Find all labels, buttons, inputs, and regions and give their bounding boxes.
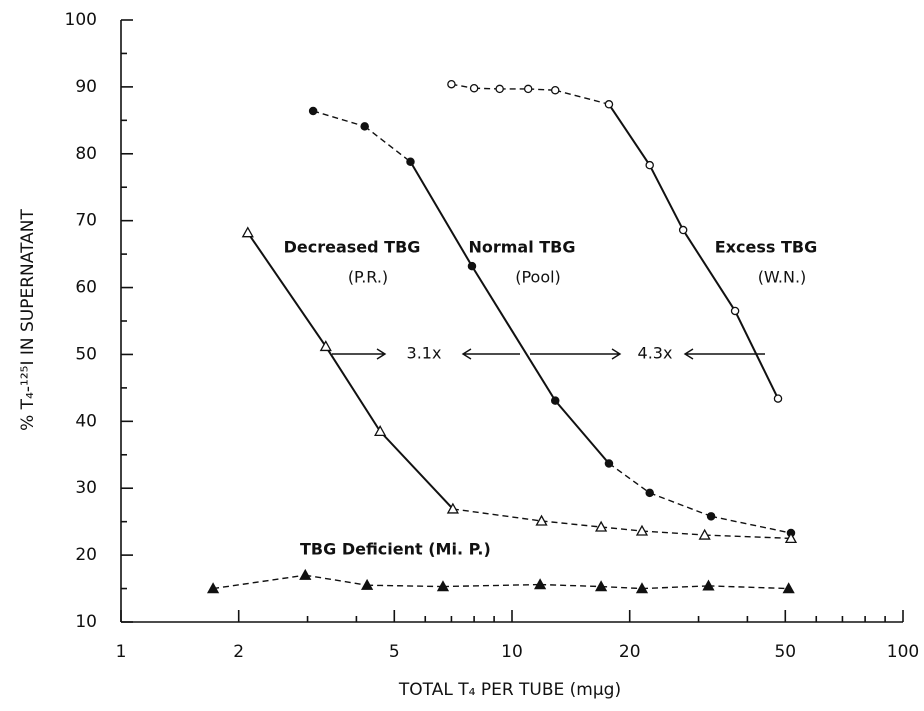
data-point bbox=[594, 520, 608, 532]
data-point bbox=[467, 261, 477, 271]
curve-segment bbox=[682, 229, 736, 312]
y-tick-label: 50 bbox=[75, 344, 97, 364]
curve-segment bbox=[734, 310, 779, 400]
y-tick-label: 90 bbox=[75, 77, 97, 97]
curve-segment bbox=[367, 584, 443, 588]
data-point bbox=[635, 582, 649, 594]
data-point bbox=[645, 488, 654, 498]
data-point bbox=[360, 122, 369, 131]
curve-segment bbox=[608, 103, 651, 166]
curve-segment bbox=[648, 164, 685, 231]
data-point bbox=[678, 225, 688, 235]
data-point bbox=[604, 100, 614, 109]
data-point bbox=[534, 578, 547, 590]
y-tick-label: 100 bbox=[65, 10, 97, 30]
data-point bbox=[535, 514, 548, 526]
data-point bbox=[299, 568, 312, 580]
data-point bbox=[706, 512, 716, 521]
series-label: TBG Deficient (Mi. P.) bbox=[300, 540, 491, 559]
x-axis-label: TOTAL T₄ PER TUBE (mμg) bbox=[398, 680, 621, 700]
data-point bbox=[436, 580, 450, 592]
data-point bbox=[374, 425, 387, 437]
data-point bbox=[495, 84, 504, 94]
curve-segment bbox=[601, 585, 643, 590]
curve-segment bbox=[541, 520, 602, 528]
curve-segment bbox=[649, 492, 712, 517]
data-point bbox=[645, 160, 654, 170]
x-tick-label: 5 bbox=[389, 642, 400, 662]
x-tick-label: 2 bbox=[233, 642, 244, 662]
annotation: 4.3x bbox=[638, 344, 673, 363]
y-tick-label: 20 bbox=[75, 545, 97, 565]
curve-segment bbox=[554, 399, 610, 465]
curve-segment bbox=[324, 345, 381, 432]
data-point bbox=[594, 580, 608, 592]
curve-segment bbox=[474, 87, 500, 90]
curve-segment bbox=[708, 585, 789, 590]
curve-segment bbox=[212, 574, 306, 590]
y-tick-label: 70 bbox=[75, 211, 97, 231]
series-label: Normal TBG bbox=[468, 238, 575, 257]
data-point bbox=[360, 578, 374, 590]
series-note: (P.R.) bbox=[348, 268, 388, 287]
curve-segment bbox=[641, 585, 709, 590]
x-tick-label: 100 bbox=[887, 642, 919, 662]
curve-segment bbox=[710, 515, 792, 534]
series-note: (Pool) bbox=[515, 268, 561, 287]
data-point bbox=[782, 582, 795, 594]
data-point bbox=[241, 226, 254, 238]
curve-segment bbox=[246, 232, 327, 347]
series-label: Decreased TBG bbox=[284, 238, 421, 257]
curve-segment bbox=[641, 530, 705, 536]
curve-segment bbox=[540, 583, 602, 588]
data-point bbox=[784, 532, 798, 544]
data-point bbox=[698, 528, 711, 540]
data-point bbox=[730, 306, 740, 316]
data-point bbox=[550, 396, 560, 405]
curve-segment bbox=[555, 89, 610, 105]
curve-segment bbox=[471, 265, 557, 402]
data-point bbox=[702, 579, 715, 591]
data-point bbox=[550, 85, 560, 95]
y-tick-label: 80 bbox=[75, 144, 97, 164]
curve-segment bbox=[452, 508, 542, 522]
y-axis-label: % T₄-¹²⁵I IN SUPERNATANT bbox=[18, 209, 38, 431]
x-tick-label: 10 bbox=[501, 642, 523, 662]
data-point bbox=[523, 84, 533, 94]
curve-segment bbox=[608, 462, 651, 494]
series-note: (W.N.) bbox=[758, 268, 807, 287]
curve-segment bbox=[364, 125, 411, 163]
data-point bbox=[635, 524, 649, 536]
data-point bbox=[308, 106, 318, 116]
curve-segment bbox=[442, 583, 541, 588]
y-tick-label: 10 bbox=[75, 612, 97, 632]
data-point bbox=[206, 582, 220, 594]
data-point bbox=[447, 79, 456, 89]
data-point bbox=[773, 394, 783, 403]
curve-segment bbox=[601, 526, 643, 532]
x-tick-label: 20 bbox=[619, 642, 641, 662]
data-point bbox=[319, 340, 332, 352]
y-tick-label: 30 bbox=[75, 478, 97, 498]
curve-segment bbox=[379, 430, 454, 510]
annotation: 3.1x bbox=[407, 344, 442, 363]
x-tick-label: 50 bbox=[774, 642, 796, 662]
x-tick-label: 1 bbox=[116, 642, 127, 662]
series-label: Excess TBG bbox=[715, 238, 817, 257]
arrows bbox=[332, 348, 765, 360]
curve-segment bbox=[409, 161, 473, 267]
y-tick-label: 40 bbox=[75, 411, 97, 431]
data-point bbox=[469, 83, 479, 93]
data-point bbox=[406, 157, 415, 167]
curve-segment bbox=[528, 88, 556, 91]
data-point bbox=[604, 459, 614, 468]
data-point bbox=[446, 502, 459, 514]
curve-segment bbox=[305, 574, 368, 586]
curve-segment bbox=[704, 534, 792, 540]
curve-segment bbox=[312, 110, 365, 128]
y-tick-label: 60 bbox=[75, 278, 97, 298]
